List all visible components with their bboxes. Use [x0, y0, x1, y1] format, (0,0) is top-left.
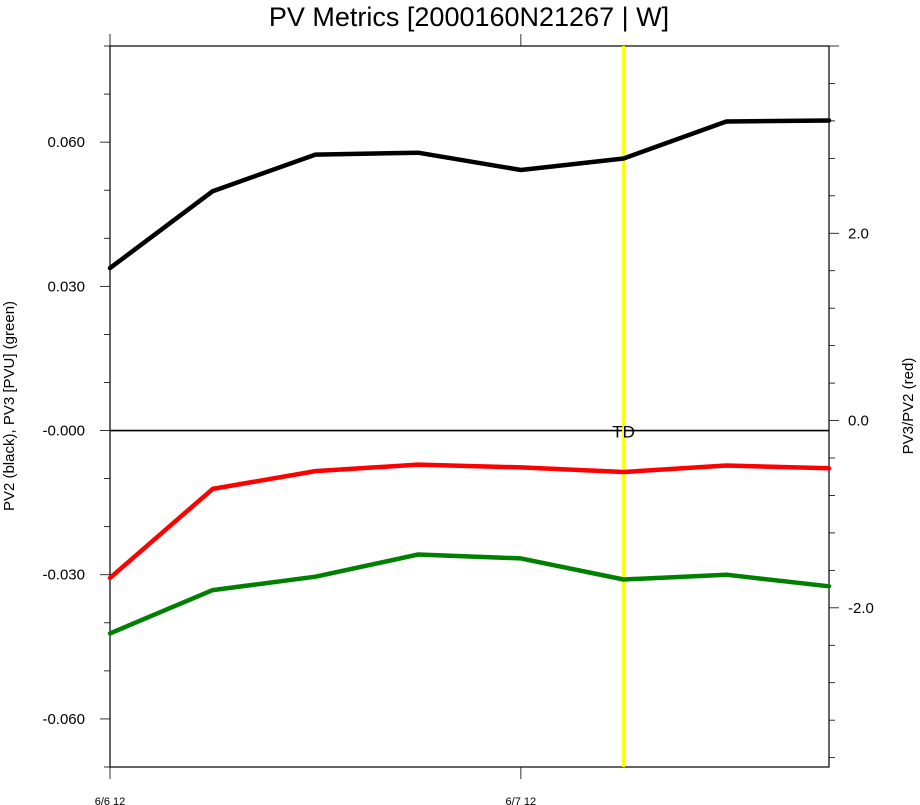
y-left-tick-label: 0.030 — [47, 278, 85, 295]
y-right-tick-label: -2.0 — [848, 600, 874, 617]
series-line-0 — [107, 118, 832, 271]
series-line-2 — [107, 462, 832, 581]
x-tick-label: 6/7 12 — [506, 796, 537, 805]
y-right-tick-label: 0.0 — [848, 413, 869, 430]
y-left-tick-label: -0.030 — [42, 567, 85, 584]
y-left-tick-label: 0.060 — [47, 134, 85, 151]
x-tick-label: 6/6 12 — [95, 796, 126, 805]
series-line-1 — [107, 552, 832, 636]
y-right-tick-label: 2.0 — [848, 225, 869, 242]
plot-frame — [109, 45, 830, 768]
y-axis-left-label: PV2 (black), PV3 [PVU] (green) — [1, 301, 18, 511]
y-axis-right-label: PV3/PV2 (red) — [900, 358, 917, 455]
y-left-tick-label: -0.000 — [42, 423, 85, 440]
chart-title: PV Metrics [2000160N21267 | W] — [269, 2, 669, 32]
td-annotation-label: TD — [612, 423, 635, 442]
y-left-tick-label: -0.060 — [42, 711, 85, 728]
